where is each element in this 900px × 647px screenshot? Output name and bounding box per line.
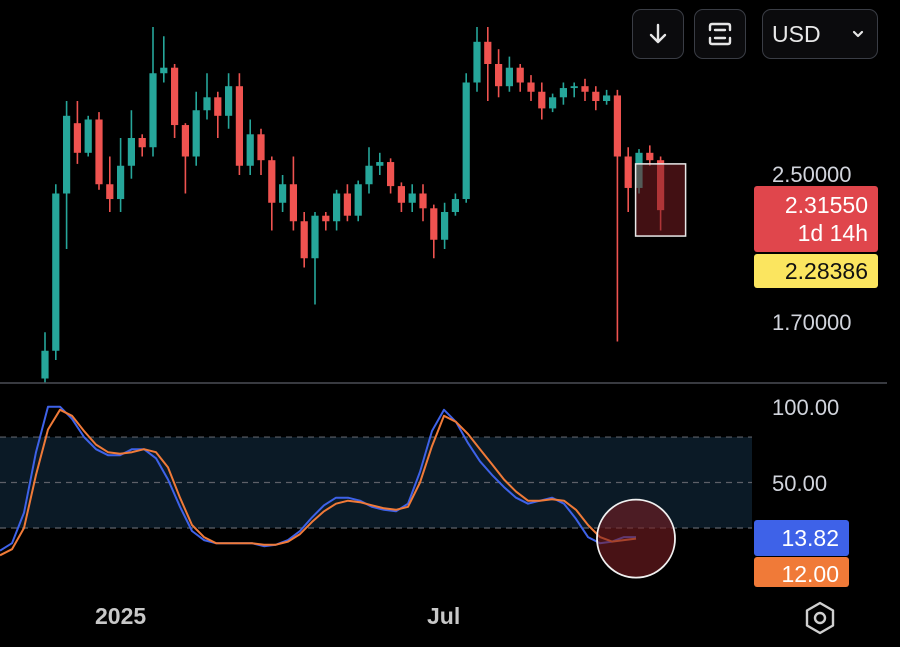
candle-body <box>73 123 81 153</box>
highlight-circle <box>596 498 676 579</box>
candle-body <box>257 134 265 161</box>
candle-body <box>624 156 632 188</box>
candle-body <box>41 350 49 379</box>
candle-body <box>354 184 362 216</box>
candle-body <box>214 97 222 116</box>
candle-body <box>106 184 114 200</box>
candle-body <box>235 86 243 166</box>
candle-body <box>160 67 168 74</box>
candle-body <box>343 193 351 216</box>
candle-body <box>408 193 416 203</box>
chevron-down-icon <box>852 30 864 38</box>
candle-body <box>538 91 546 109</box>
candle-body <box>397 186 405 203</box>
candle-body <box>581 86 589 92</box>
candle-body <box>95 119 103 185</box>
candle-countdown: 1d 14h <box>797 220 868 246</box>
candle-body <box>430 208 438 240</box>
settings-icon[interactable] <box>802 600 838 636</box>
candle-body <box>322 215 330 222</box>
candle-body <box>84 119 92 153</box>
candle-body <box>203 97 211 111</box>
current-price-tag: 2.31550 1d 14h <box>754 186 878 252</box>
candle-body <box>311 215 319 259</box>
candle-body <box>246 134 254 166</box>
candle-body <box>376 162 384 166</box>
candle-body <box>441 212 449 240</box>
currency-select[interactable]: USD <box>762 9 878 59</box>
candle-body <box>171 67 179 126</box>
candle-body <box>289 184 297 222</box>
price-axis-label: 1.70000 <box>772 310 852 335</box>
candle-body <box>365 165 373 185</box>
candle-body <box>419 193 427 209</box>
stoch-axis-label: 100.00 <box>772 395 840 420</box>
currency-label: USD <box>772 20 821 47</box>
candle-body <box>603 95 611 101</box>
candle-body <box>192 110 200 157</box>
candle-body <box>268 160 276 203</box>
candle-body <box>117 165 125 200</box>
stoch-d-tag: 12.00 <box>754 557 849 587</box>
candle-body <box>127 138 135 166</box>
candle-body <box>527 82 535 92</box>
moving-average-line <box>261 216 661 388</box>
highlight-box <box>634 163 687 237</box>
candle-body <box>592 91 600 101</box>
arrow-down-icon <box>649 23 667 44</box>
download-button[interactable] <box>632 9 684 59</box>
candle-body <box>495 64 503 87</box>
layout-icon <box>708 22 732 46</box>
stoch-d-line <box>0 408 637 557</box>
time-axis-label: 2025 <box>95 603 147 629</box>
stoch-k-tag: 13.82 <box>754 520 849 556</box>
candle-body <box>181 125 189 157</box>
candle-body <box>279 184 287 203</box>
candle-body <box>613 95 621 157</box>
candle-body <box>387 162 395 187</box>
candle-body <box>300 221 308 259</box>
candle-body <box>138 138 146 148</box>
candle-body <box>473 41 481 83</box>
price-axis-label: 2.50000 <box>772 162 852 187</box>
stoch-axis-label: 50.00 <box>772 471 828 496</box>
layout-button[interactable] <box>694 9 746 59</box>
candle-body <box>52 193 60 351</box>
candle-body <box>333 193 341 222</box>
candle-body <box>549 97 557 109</box>
candle-body <box>462 82 470 200</box>
current-price-value: 2.31550 <box>784 192 868 218</box>
candle-body <box>451 199 459 212</box>
candle-body <box>516 67 524 83</box>
moving-average-tag: 2.28386 <box>754 254 878 288</box>
candle-body <box>225 86 233 116</box>
candle-body <box>505 67 513 87</box>
stoch-k-line <box>0 405 636 552</box>
candle-body <box>63 115 71 194</box>
candle-body <box>570 86 578 89</box>
candle-body <box>149 73 157 148</box>
time-axis-label: Jul <box>427 603 461 629</box>
candle-body <box>484 41 492 64</box>
candle-body <box>559 88 567 98</box>
candle-body <box>646 152 654 161</box>
